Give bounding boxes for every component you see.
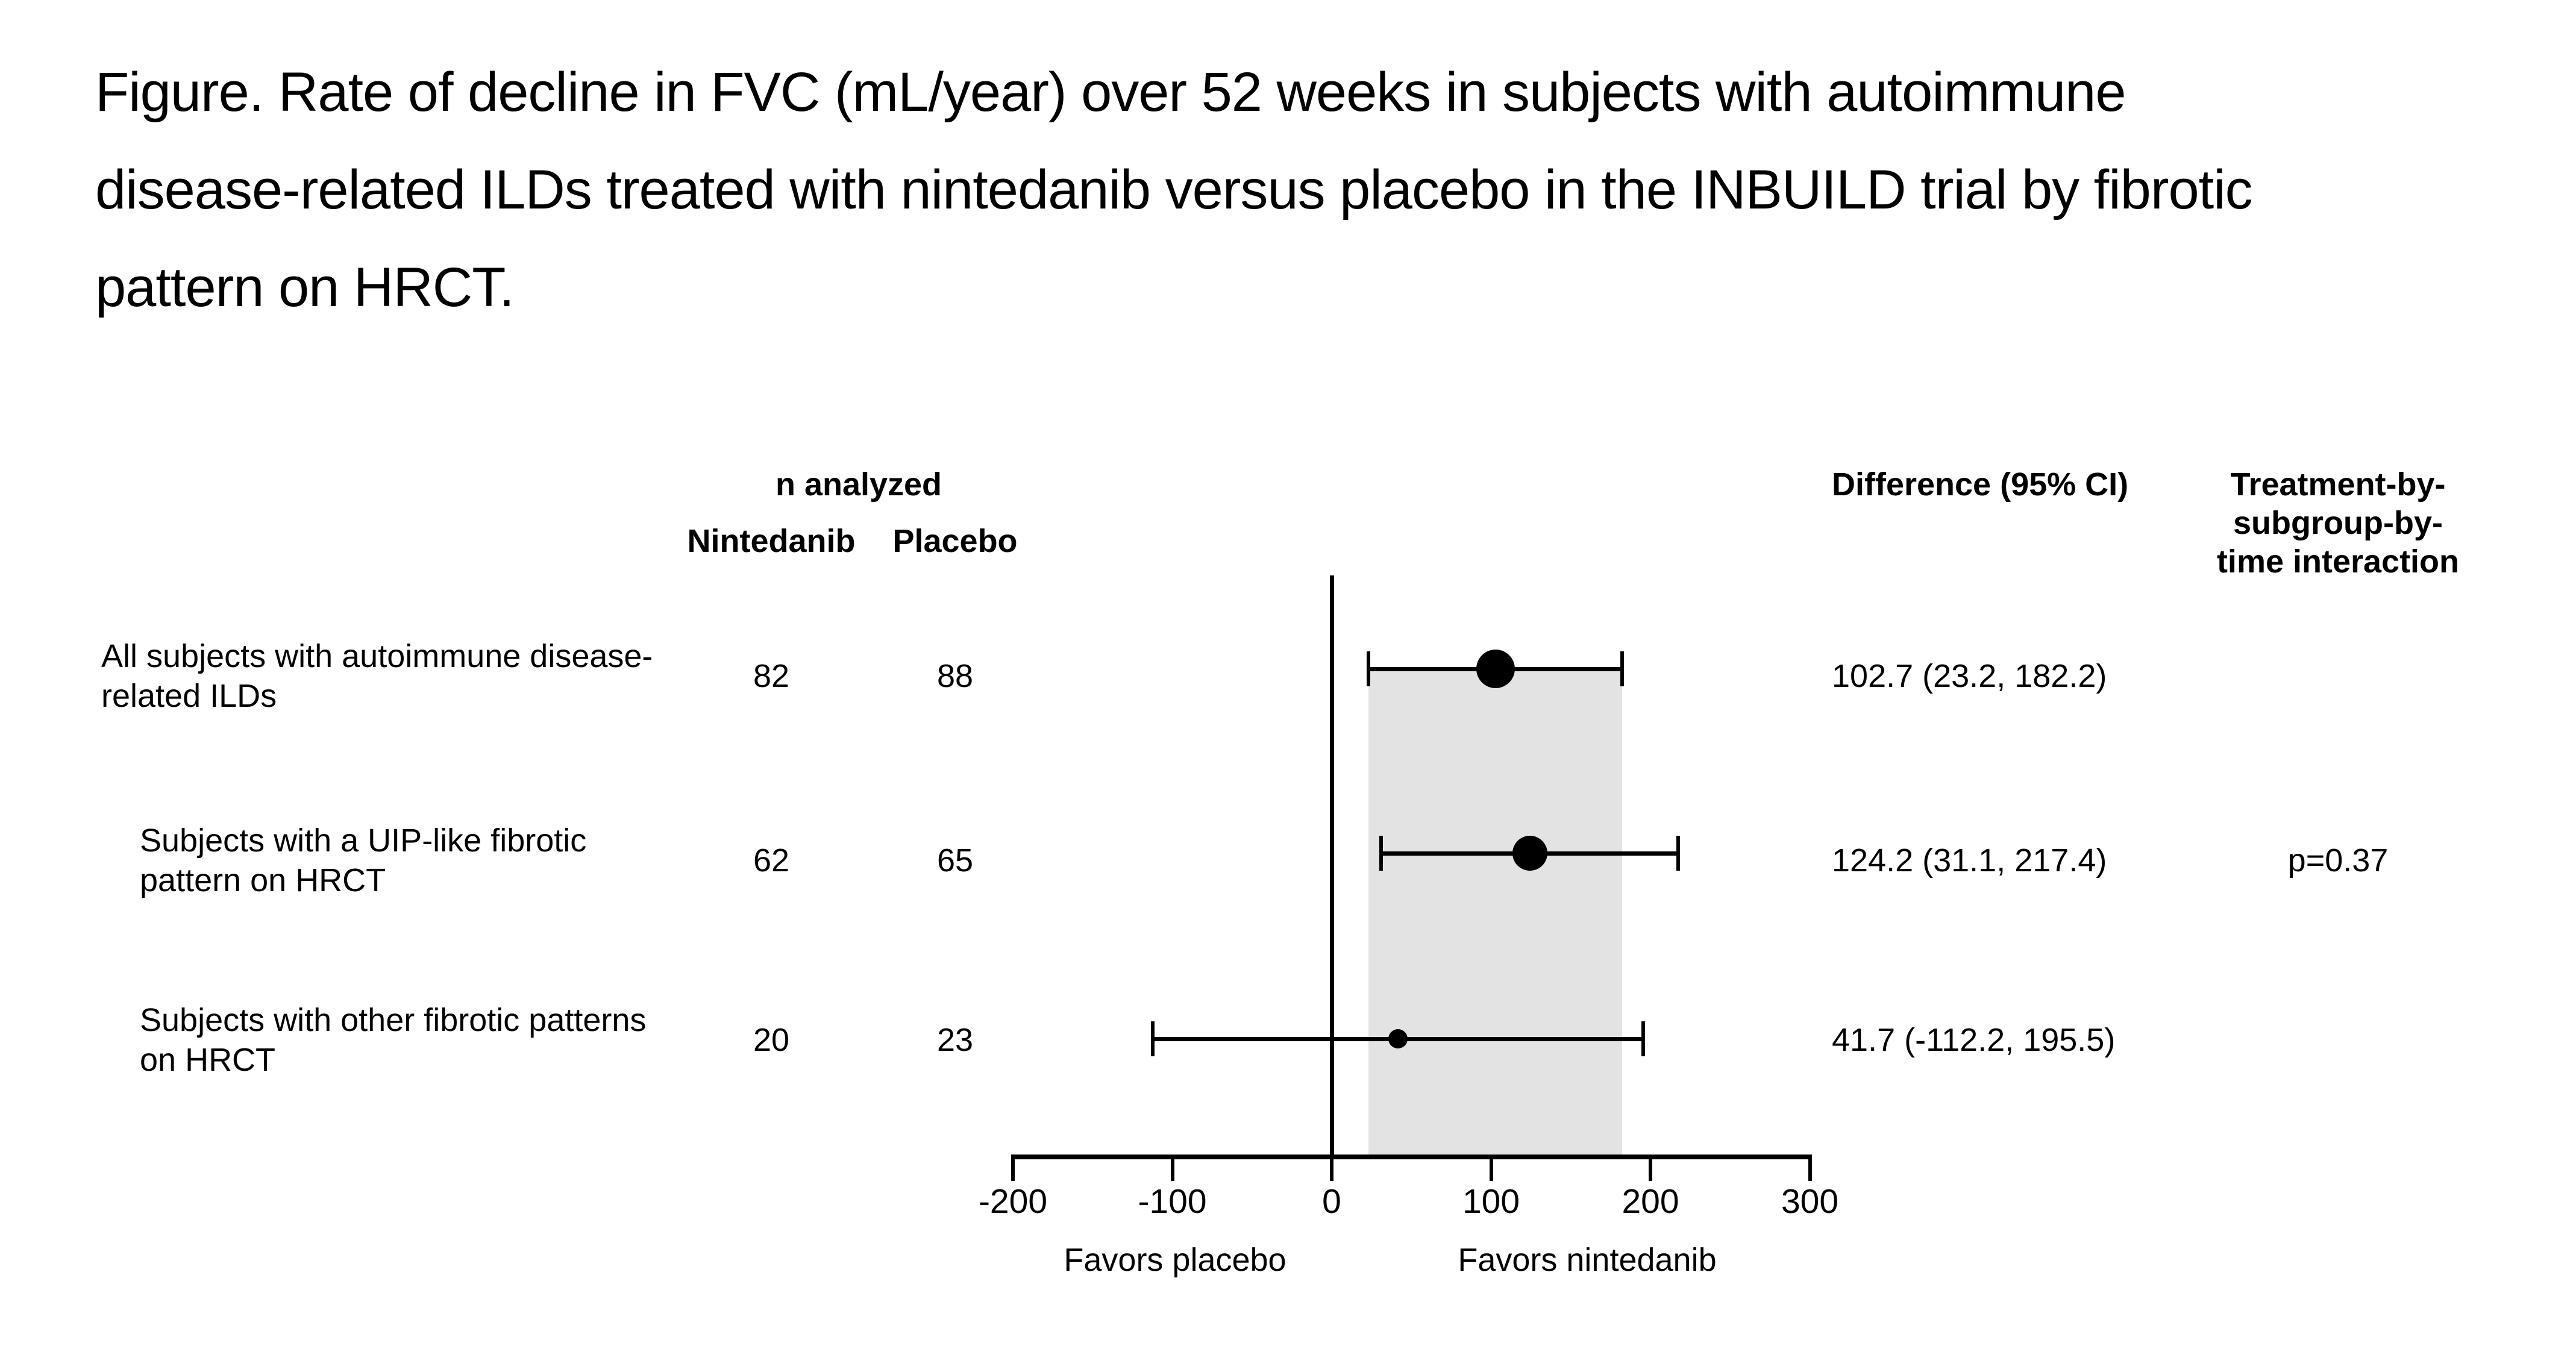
nintedanib-column-header: Nintedanib [687,523,856,559]
x-axis-tick [1649,1159,1652,1181]
n-placebo-row2: 65 [936,842,974,879]
figure-caption-line-1: Figure. Rate of decline in FVC (mL/year)… [95,61,2126,123]
ci-cap [1367,651,1371,686]
row-label-line: Subjects with a UIP-like fibrotic [140,822,587,859]
x-axis-tick [1808,1159,1812,1181]
figure-caption-line-3: pattern on HRCT. [95,257,515,318]
difference-column-header: Difference (95% CI) [1832,466,2129,503]
n-analyzed-header: n analyzed [775,466,942,503]
row-label-line: on HRCT [140,1042,276,1078]
difference-value-row1: 102.7 (23.2, 182.2) [1832,658,2107,694]
interaction-header-line-2: subgroup-by- [2233,505,2443,541]
row-label-line: related ILDs [101,678,277,714]
interaction-header-line-1: Treatment-by- [2230,466,2446,503]
difference-value-row2: 124.2 (31.1, 217.4) [1832,842,2107,879]
n-nintedanib-row1: 82 [753,658,790,694]
n-nintedanib-row2: 62 [753,842,790,879]
x-axis-tick-label: -200 [978,1182,1048,1221]
n-placebo-row3: 23 [936,1022,974,1058]
favors-nintedanib-label: Favors nintedanib [1458,1242,1717,1278]
x-axis-tick [1011,1159,1015,1181]
interaction-column-header: Treatment-by- subgroup-by- time interact… [2181,465,2495,581]
figure-caption: Figure. Rate of decline in FVC (mL/year)… [95,43,2409,336]
n-placebo-row1: 88 [936,658,974,694]
favors-placebo-label: Favors placebo [1064,1242,1286,1278]
row-label-line: All subjects with autoimmune disease- [101,638,653,674]
overall-ci-shaded-band [1368,669,1622,1155]
x-axis-tick-label: 100 [1462,1182,1520,1221]
ci-cap [1641,1021,1646,1056]
x-axis-tick-label: 200 [1622,1182,1679,1221]
point-estimate-dot [1388,1029,1408,1048]
ci-cap [1676,836,1681,871]
placebo-column-header: Placebo [892,523,1018,559]
row-label-uip-like: Subjects with a UIP-like fibrotic patter… [140,821,706,900]
point-estimate-dot [1512,836,1547,871]
difference-value-row3: 41.7 (-112.2, 195.5) [1832,1022,2116,1058]
zero-reference-line [1330,575,1334,1159]
row-label-all-subjects: All subjects with autoimmune disease- re… [101,636,692,716]
row-label-line: Subjects with other fibrotic patterns [140,1002,647,1038]
row-label-other-fibrotic: Subjects with other fibrotic patterns on… [140,1000,706,1080]
n-nintedanib-row3: 20 [753,1022,790,1058]
ci-cap [1620,651,1624,686]
x-axis-tick-label: 300 [1781,1182,1839,1221]
row-label-line: pattern on HRCT [140,862,386,898]
x-axis-tick [1489,1159,1493,1181]
ci-cap [1151,1021,1155,1056]
x-axis-tick-label: 0 [1322,1182,1341,1221]
point-estimate-dot [1476,650,1515,688]
x-axis-tick-label: -100 [1138,1182,1207,1221]
ci-cap [1379,836,1384,871]
interaction-header-line-3: time interaction [2216,544,2460,580]
interaction-p-value: p=0.37 [2287,842,2389,879]
x-axis-line [1011,1155,1812,1159]
figure-caption-line-2: disease-related ILDs treated with ninted… [95,159,2253,221]
x-axis-tick [1170,1159,1174,1181]
x-axis-tick [1330,1159,1333,1181]
